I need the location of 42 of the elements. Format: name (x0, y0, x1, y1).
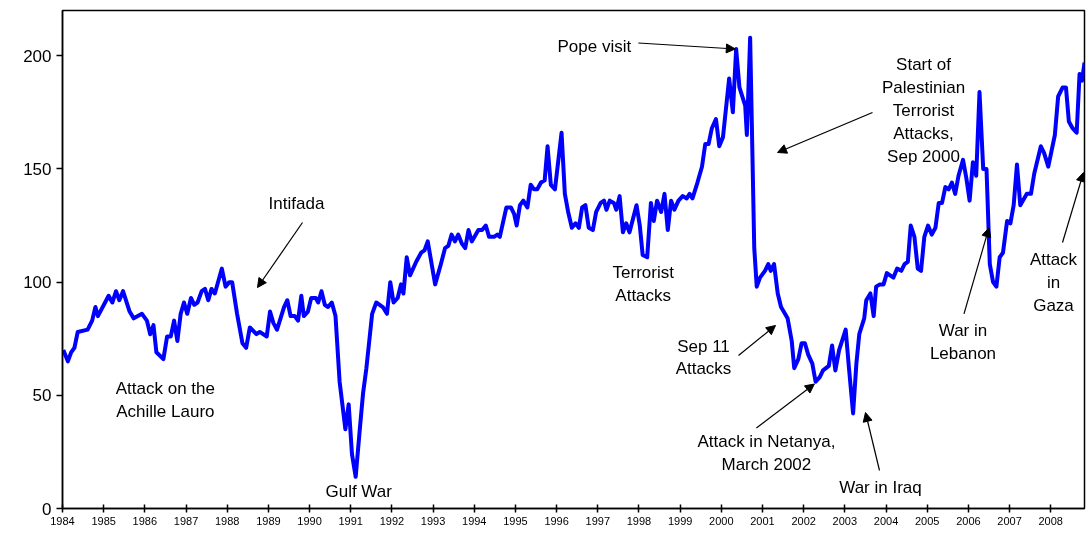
x-tick-label: 1991 (338, 514, 363, 527)
x-tick-label: 1997 (585, 514, 611, 527)
line-series (62, 35, 1085, 479)
x-tick-label: 1998 (626, 514, 652, 527)
x-tick-label: 1993 (420, 514, 446, 527)
annotation: War in Iraq (839, 478, 922, 497)
x-tick-label: 1992 (379, 514, 405, 527)
x-tick-label: 2002 (791, 514, 816, 527)
annotation: Intifada (268, 194, 325, 213)
x-tick-label: 1986 (132, 514, 158, 527)
x-tick-label: 1985 (91, 514, 116, 527)
x-tick-label: 1984 (50, 514, 75, 527)
x-tick-label: 1999 (667, 514, 693, 527)
y-tick-label: 50 (32, 386, 52, 406)
annotation: Attack in Gaza (1029, 250, 1078, 315)
x-tick-label: 2007 (997, 514, 1022, 527)
x-tick-label: 2004 (873, 514, 899, 527)
annotation: Start of Palestinian Terrorist Attacks, Sep 2000 (881, 55, 966, 166)
annotation: Attack on the Achille Lauro (115, 379, 215, 421)
x-tick-label: 1995 (503, 514, 528, 527)
x-tick-label: 2005 (914, 514, 940, 527)
annotation: War in Lebanon (929, 320, 997, 363)
x-tick-label: 2006 (956, 514, 981, 527)
x-tick-label: 1987 (173, 514, 199, 527)
annotation: Sep 11 Attacks (675, 336, 732, 379)
x-tick-label: 2008 (1038, 514, 1063, 527)
annotation: Terrorist Attacks (612, 263, 675, 306)
annotation: Attack in Netanya, March 2002 (697, 432, 836, 474)
x-tick-label: 1994 (462, 514, 487, 527)
x-tick-label: 2000 (709, 514, 734, 527)
annotation: Pope visit (557, 37, 632, 57)
y-tick-label: 200 (23, 46, 52, 66)
y-tick-label: 150 (23, 159, 52, 179)
y-tick-label: 100 (23, 273, 52, 293)
x-tick-label: 1990 (297, 514, 322, 527)
annotation: Gulf War (325, 482, 393, 502)
x-tick-label: 2001 (750, 514, 775, 527)
y-tick-label: 0 (42, 499, 52, 519)
x-tick-label: 1988 (214, 514, 240, 527)
x-tick-label: 1989 (256, 514, 281, 527)
x-tick-label: 1996 (544, 514, 569, 527)
x-tick-label: 2003 (832, 514, 858, 527)
